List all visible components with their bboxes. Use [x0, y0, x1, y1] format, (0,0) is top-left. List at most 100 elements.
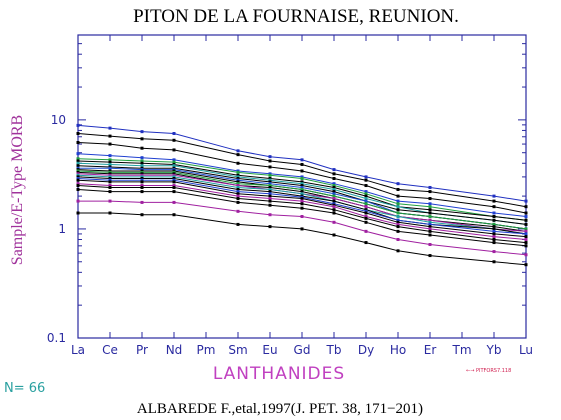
data-point [364, 241, 368, 245]
data-point [236, 177, 240, 181]
data-point [364, 229, 368, 233]
data-point [364, 209, 368, 213]
data-point [268, 177, 272, 181]
data-point [140, 177, 144, 181]
data-point [300, 180, 304, 184]
data-point [396, 202, 400, 206]
data-point [172, 180, 176, 184]
data-point [236, 192, 240, 196]
data-point [172, 190, 176, 194]
data-point [300, 215, 304, 219]
data-point [492, 241, 496, 245]
data-point [108, 177, 112, 181]
data-point [428, 227, 432, 231]
series [76, 184, 528, 245]
data-point [108, 158, 112, 162]
data-point [332, 233, 336, 237]
data-point [140, 213, 144, 217]
data-point [236, 185, 240, 189]
data-point [140, 175, 144, 179]
data-point [300, 185, 304, 189]
x-ticks: La Ce Pr Nd Pm Sm Eu Gd Tb Dy Ho Er Tm Yb Lu [71, 35, 533, 357]
source-citation: ALBAREDE F.,etal,1997(J. PET. 38, 171−20… [137, 401, 423, 417]
data-point [172, 200, 176, 204]
data-point [108, 180, 112, 184]
data-point [428, 197, 432, 201]
data-point [236, 190, 240, 194]
data-point [300, 190, 304, 194]
plot-area: 0.1 1 10 La Ce Pr Nd Pm Sm Eu Gd Tb Dy Ho Er Tm Yb Lu [47, 34, 533, 357]
data-point [428, 190, 432, 194]
data-point [140, 173, 144, 177]
data-point [492, 229, 496, 233]
data-point [236, 170, 240, 174]
data-point [76, 173, 80, 177]
data-point [492, 260, 496, 264]
data-point [76, 187, 80, 191]
data-point [76, 175, 80, 179]
data-point [76, 172, 80, 176]
data-point [140, 161, 144, 165]
data-point [140, 180, 144, 184]
data-point [140, 190, 144, 194]
data-point [524, 222, 528, 226]
data-point [396, 222, 400, 226]
data-point [268, 185, 272, 189]
data-point [140, 200, 144, 204]
data-point [524, 235, 528, 239]
data-point [172, 158, 176, 162]
data-point [236, 197, 240, 201]
data-point [428, 222, 432, 226]
x-tick-label: Pm [197, 343, 216, 357]
data-point [492, 235, 496, 239]
data-point [524, 229, 528, 233]
data-point [428, 233, 432, 237]
series [76, 141, 528, 215]
data-point [332, 208, 336, 212]
data-point [108, 172, 112, 176]
data-point [108, 184, 112, 188]
data-point [396, 218, 400, 222]
data-point [300, 158, 304, 162]
data-point [268, 182, 272, 186]
data-point [492, 215, 496, 219]
series [76, 123, 528, 203]
data-point [396, 215, 400, 219]
data-point [268, 203, 272, 207]
data-point [300, 206, 304, 210]
x-tick-label: Yb [486, 343, 502, 357]
x-tick-label: Tb [326, 343, 342, 357]
data-point [428, 254, 432, 258]
data-point [172, 175, 176, 179]
data-point [268, 197, 272, 201]
data-point [396, 211, 400, 215]
data-point [76, 182, 80, 186]
x-tick-label: Tm [451, 343, 471, 357]
data-point [108, 126, 112, 130]
data-point [140, 137, 144, 141]
x-tick-label: Dy [358, 343, 374, 357]
data-point [140, 184, 144, 188]
data-point [140, 164, 144, 168]
data-point [268, 173, 272, 177]
data-point [76, 199, 80, 203]
data-point [396, 238, 400, 242]
data-point [492, 238, 496, 242]
data-point [268, 178, 272, 182]
data-point [108, 160, 112, 164]
data-point [332, 182, 336, 186]
data-point [428, 208, 432, 212]
data-point [364, 197, 368, 201]
data-point [300, 177, 304, 181]
data-point [268, 225, 272, 229]
data-point [524, 253, 528, 257]
data-point [332, 185, 336, 189]
data-point [172, 160, 176, 164]
data-point [172, 173, 176, 177]
data-point [332, 177, 336, 181]
data-point [140, 146, 144, 150]
data-point [428, 205, 432, 209]
x-tick-label: Sm [228, 343, 247, 357]
data-point [108, 134, 112, 138]
data-point [172, 178, 176, 182]
